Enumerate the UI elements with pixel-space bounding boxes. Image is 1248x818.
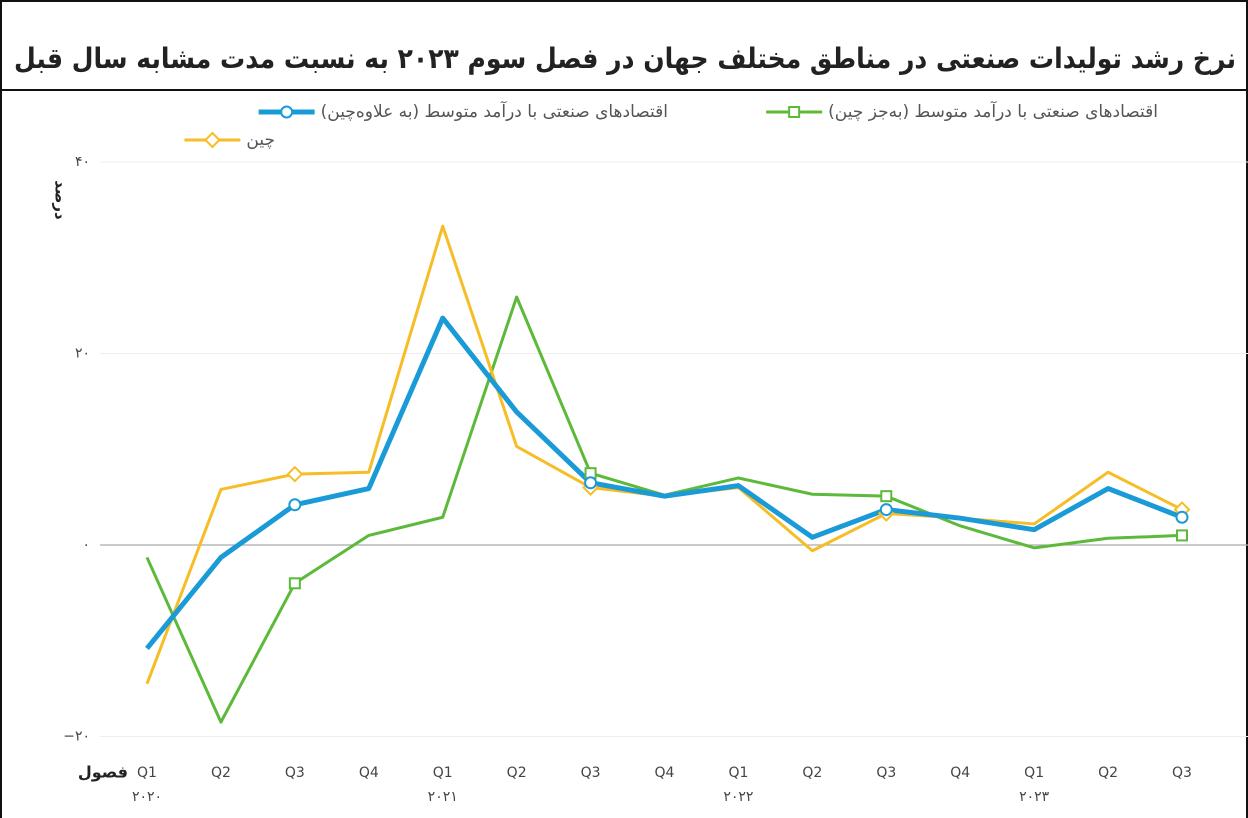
point-marker: [288, 577, 301, 590]
series-line: [145, 315, 1183, 650]
series-line: [145, 224, 1183, 685]
legend-symbol-marker: [788, 106, 801, 118]
y-axis-label: درصد: [52, 180, 70, 220]
x-tick-label: Q1: [137, 765, 157, 781]
x-tick-label: Q4: [950, 765, 970, 781]
x-tick-label: Q3: [581, 765, 601, 781]
x-tick-label: Q2: [802, 765, 822, 781]
x-tick-label: Q3: [1172, 765, 1192, 781]
point-marker: [286, 465, 304, 483]
x-group-label: ۲۰۲۰: [132, 789, 162, 805]
y-tick-label: −۲۰: [63, 729, 90, 745]
y-tick-label: ۲۰: [75, 346, 90, 362]
x-tick-label: Q4: [359, 765, 379, 781]
legend-symbol-marker: [280, 105, 294, 119]
x-group-label: ۲۰۲۱: [428, 789, 458, 805]
legend-label: چین: [246, 130, 275, 150]
point-marker: [584, 476, 598, 490]
x-group-label: ۲۰۲۲: [723, 789, 753, 805]
series-line: [145, 295, 1183, 724]
x-tick-label: Q2: [1098, 765, 1118, 781]
x-tick-label: Q2: [211, 765, 231, 781]
x-tick-label: Q4: [655, 765, 675, 781]
x-group-label: ۲۰۲۳: [1019, 789, 1050, 805]
chart-title: نرخ رشد تولیدات صنعتی در مناطق مختلف جها…: [14, 42, 1236, 75]
y-tick-label: ۴۰: [75, 154, 90, 170]
point-marker: [288, 498, 302, 512]
x-tick-label: Q1: [728, 765, 748, 781]
point-marker: [1175, 510, 1189, 524]
x-axis-label: فصول: [78, 763, 128, 782]
y-tick-label: ۰: [82, 537, 90, 553]
legend-label: اقتصادهای صنعتی با درآمد متوسط (به‌جز چی…: [828, 100, 1158, 122]
x-tick-label: Q2: [507, 765, 527, 781]
point-marker: [1176, 529, 1188, 542]
point-marker: [879, 503, 893, 517]
x-tick-label: Q3: [285, 765, 305, 781]
legend-label: اقتصادهای صنعتی با درآمد متوسط (به علاوه…: [321, 100, 668, 122]
x-tick-label: Q1: [1024, 765, 1044, 781]
x-tick-label: Q1: [433, 765, 453, 781]
legend-symbol-marker: [203, 131, 221, 149]
point-marker: [880, 490, 893, 503]
x-tick-label: Q3: [876, 765, 896, 781]
